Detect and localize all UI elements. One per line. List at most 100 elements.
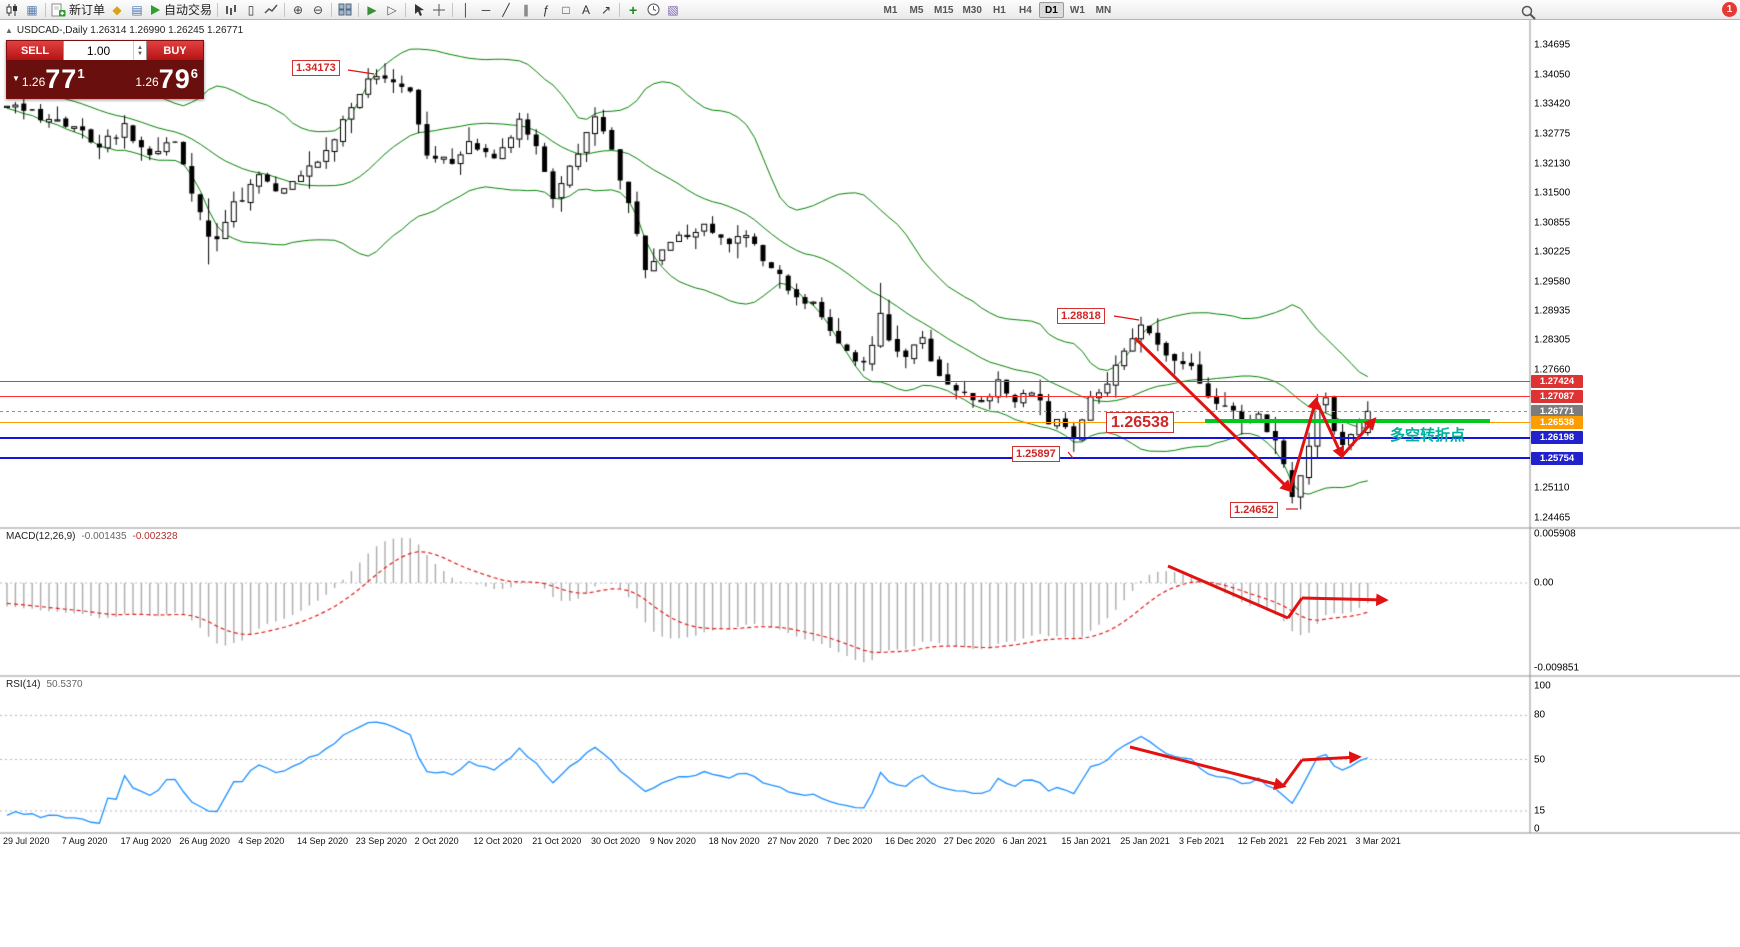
linechart-icon	[264, 3, 278, 16]
fibonacci-tool[interactable]: ƒ	[536, 1, 556, 19]
vertical-line-tool[interactable]: │	[456, 1, 476, 19]
search-button[interactable]	[1518, 3, 1538, 21]
toolbar-separator	[284, 2, 286, 17]
metaeditor-button[interactable]: ◆	[107, 1, 127, 19]
auto-scroll-button-icon: ▶	[367, 2, 377, 17]
tick-down-icon: ▼	[12, 74, 20, 83]
buy-button[interactable]: BUY	[147, 41, 203, 60]
toolbar-separator	[405, 2, 407, 17]
toolbar-separator	[217, 2, 219, 17]
rsi-header: RSI(14) 50.5370	[6, 679, 83, 690]
timeframe-h1-button[interactable]: H1	[993, 4, 1006, 16]
arrow-tool-icon: ↗	[601, 2, 612, 17]
macd-header: MACD(12,26,9) -0.001435 -0.002328	[6, 531, 178, 542]
volume-input[interactable]: 1.00 ▲ ▼	[63, 41, 147, 60]
line-chart-button[interactable]	[261, 1, 281, 19]
bars-icon	[224, 3, 238, 16]
toolbar-separator	[45, 2, 46, 17]
main-toolbar: ▦ 新订单 ◆ ▤ 自动交易 ▯ ⊕ ⊖ ▶ ▷ │ ─ ╱ ∥ ƒ □ A ↗ + ▧ M1 M5 M15 M30 H1 H4…	[0, 0, 1740, 20]
vertical-line-tool-icon: │	[462, 2, 470, 17]
rsi-label: RSI(14)	[6, 679, 41, 690]
shapes-tool[interactable]: □	[556, 1, 576, 19]
candlestick-chart-button-icon: ▯	[247, 2, 255, 17]
play-icon	[149, 4, 161, 16]
template-button[interactable]: ▧	[663, 1, 683, 19]
timeframe-w1-button[interactable]: W1	[1069, 4, 1085, 16]
indicators-button[interactable]: +	[623, 1, 643, 19]
new-order-button[interactable]: 新订单	[49, 1, 107, 19]
one-click-trading-panel: SELL 1.00 ▲ ▼ BUY ▼ 1.26 77 1 1.26 79 6	[6, 40, 204, 99]
chart-shift-button[interactable]: ▷	[382, 1, 402, 19]
clock-icon	[647, 3, 660, 16]
trendline-tool[interactable]: ╱	[496, 1, 516, 19]
buy-price[interactable]: 1.26 79 6	[135, 64, 198, 94]
timeframe-m15-button[interactable]: M15	[934, 4, 954, 16]
toolbar-separator	[452, 2, 454, 17]
zoom-in-button[interactable]: ⊕	[288, 1, 308, 19]
auto-scroll-button[interactable]: ▶	[362, 1, 382, 19]
channel-tool-icon: ∥	[523, 2, 530, 17]
volume-value[interactable]: 1.00	[86, 43, 111, 58]
toolbar-buttons: ▦ 新订单 ◆ ▤ 自动交易 ▯ ⊕ ⊖ ▶ ▷ │ ─ ╱ ∥ ƒ □ A ↗ + ▧	[0, 0, 683, 19]
sell-price[interactable]: ▼ 1.26 77 1	[12, 64, 85, 94]
macd-label: MACD(12,26,9)	[6, 531, 76, 542]
collapse-panel-icon[interactable]: ▲	[5, 26, 13, 35]
symbol-ohlc-label: USDCAD-,Daily 1.26314 1.26990 1.26245 1.…	[16, 25, 244, 36]
toolbar-separator	[331, 2, 333, 17]
horizontal-line-tool-icon: ─	[481, 2, 491, 17]
arrow-tool[interactable]: ↗	[596, 1, 616, 19]
metaeditor-button-icon: ◆	[112, 2, 122, 17]
volume-stepper: ▲ ▼	[133, 41, 146, 60]
autotrading-button-label: 自动交易	[164, 3, 213, 17]
chart-profiles-button-icon: ▦	[26, 2, 38, 17]
market-watch-button[interactable]: ▤	[127, 1, 147, 19]
periods-button[interactable]	[643, 1, 663, 19]
toolbar-separator	[358, 2, 360, 17]
sell-button[interactable]: SELL	[7, 41, 63, 60]
tile-windows-button[interactable]	[335, 1, 355, 19]
cursor-icon	[413, 3, 425, 17]
template-button-icon: ▧	[667, 2, 679, 17]
indicators-button-icon: +	[628, 1, 638, 18]
timeframe-toolbar: M1 M5 M15 M30 H1 H4 D1 W1 MN	[878, 2, 1116, 18]
candle-icon	[5, 3, 19, 17]
chart-title: ▲ USDCAD-,Daily 1.26314 1.26990 1.26245 …	[5, 25, 243, 36]
cursor-tool-button[interactable]	[409, 1, 429, 19]
timeframe-d1-button[interactable]: D1	[1038, 2, 1064, 18]
market-watch-button-icon: ▤	[131, 2, 143, 17]
shapes-tool-icon: □	[562, 2, 570, 17]
zoom-out-button-icon: ⊖	[313, 2, 324, 17]
crosshair-tool-button[interactable]	[429, 1, 449, 19]
new-chart-button[interactable]	[2, 1, 22, 19]
timeframe-m1-button[interactable]: M1	[883, 4, 898, 16]
zoom-out-button[interactable]: ⊖	[308, 1, 328, 19]
new-order-button-label: 新订单	[69, 3, 106, 17]
timeframe-m30-button[interactable]: M30	[962, 4, 982, 16]
text-tool[interactable]: A	[576, 1, 596, 19]
chart-profiles-button[interactable]: ▦	[22, 1, 42, 19]
volume-up-icon[interactable]: ▲	[137, 44, 143, 51]
volume-down-icon[interactable]: ▼	[137, 50, 143, 57]
channel-tool[interactable]: ∥	[516, 1, 536, 19]
toolbar-separator	[619, 2, 621, 17]
chart-shift-button-icon: ▷	[387, 2, 397, 17]
rsi-value: 50.5370	[46, 679, 83, 690]
cross-icon	[432, 3, 446, 17]
timeframe-m5-button[interactable]: M5	[909, 4, 924, 16]
candlestick-chart-button[interactable]: ▯	[241, 1, 261, 19]
tile-icon	[338, 3, 352, 16]
bar-chart-button[interactable]	[221, 1, 241, 19]
search-icon	[1521, 5, 1536, 20]
autotrading-button[interactable]: 自动交易	[147, 1, 214, 19]
zoom-in-button-icon: ⊕	[293, 2, 304, 17]
timeframe-mn-button[interactable]: MN	[1095, 4, 1112, 16]
fibonacci-tool-icon: ƒ	[542, 2, 550, 17]
macd-signal-value: -0.002328	[132, 531, 178, 542]
trendline-tool-icon: ╱	[502, 2, 510, 17]
macd-main-value: -0.001435	[81, 531, 127, 542]
notification-badge[interactable]: 1	[1722, 2, 1737, 17]
timeframe-h4-button[interactable]: H4	[1019, 4, 1032, 16]
horizontal-line-tool[interactable]: ─	[476, 1, 496, 19]
